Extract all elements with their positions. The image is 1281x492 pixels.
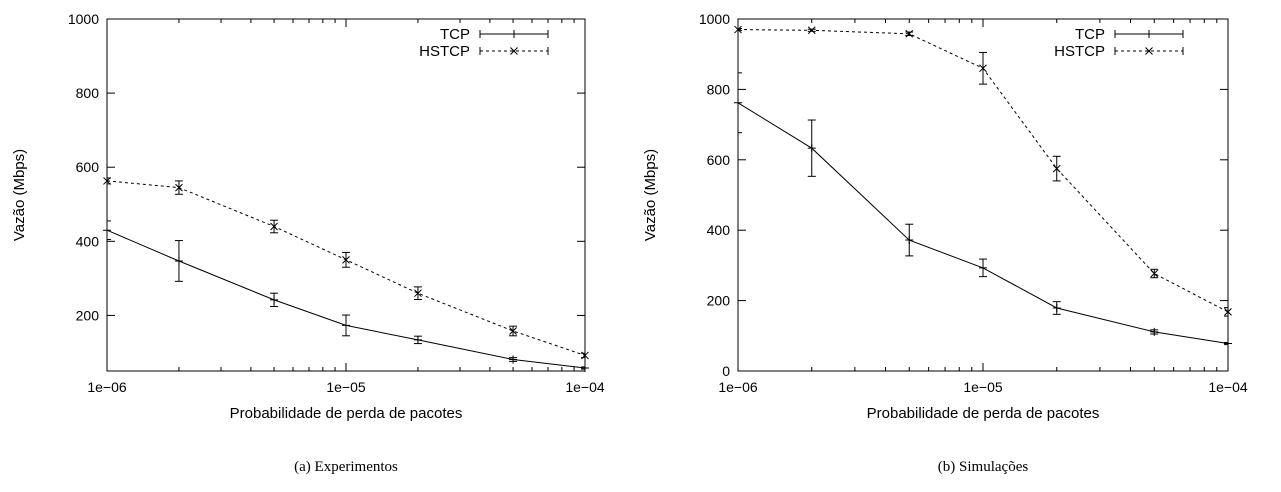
- data-point: [807, 144, 816, 153]
- series-hstcp: [103, 177, 589, 360]
- x-tick-label: 1e−04: [565, 379, 605, 395]
- x-tick-label: 1e−06: [718, 379, 758, 395]
- data-point: [103, 226, 111, 235]
- data-point: [175, 183, 183, 192]
- x-tick-label: 1e−05: [326, 379, 366, 395]
- legend-entry-hstcp: HSTCP: [1054, 43, 1184, 60]
- x-axis-label: Probabilidade de perda de pacotes: [230, 405, 463, 422]
- data-point: [413, 335, 422, 344]
- legend-label: HSTCP: [419, 43, 470, 60]
- data-point: [174, 256, 183, 265]
- legend-entry-hstcp: HSTCP: [419, 43, 549, 60]
- data-point: [734, 98, 742, 107]
- data-point: [1224, 308, 1232, 316]
- legend-label: TCP: [1075, 26, 1105, 43]
- data-point: [1150, 327, 1159, 336]
- data-point: [581, 351, 589, 360]
- data-point: [103, 177, 111, 185]
- data-point: [979, 263, 987, 272]
- y-axis-label: Vazão (Mbps): [642, 149, 659, 241]
- y-tick-label: 1000: [699, 11, 730, 27]
- data-point: [1224, 339, 1232, 348]
- y-tick-label: 1000: [68, 11, 99, 27]
- data-point: [509, 327, 517, 335]
- data-point: [905, 236, 914, 245]
- data-point: [905, 29, 914, 38]
- series-tcp: [103, 220, 589, 373]
- y-tick-label: 400: [707, 222, 731, 238]
- data-point: [270, 295, 279, 304]
- x-tick-label: 1e−04: [1208, 379, 1248, 395]
- y-tick-label: 600: [707, 152, 731, 168]
- data-point: [342, 321, 350, 330]
- data-point: [414, 289, 422, 298]
- y-tick-label: 200: [707, 293, 731, 309]
- y-tick-label: 600: [76, 159, 100, 175]
- y-tick-label: 200: [76, 307, 100, 323]
- legend-entry-tcp: TCP: [1075, 26, 1184, 43]
- y-tick-label: 800: [76, 85, 100, 101]
- series-hstcp: [734, 25, 1232, 317]
- legend-marker: [1145, 30, 1153, 38]
- chart-caption: (a) Experimentos: [294, 459, 398, 475]
- data-point: [734, 25, 742, 34]
- data-point: [581, 364, 589, 373]
- legend-entry-tcp: TCP: [440, 26, 549, 43]
- chart-caption: (b) Simulações: [938, 459, 1029, 475]
- data-point: [342, 255, 350, 264]
- x-tick-label: 1e−06: [87, 379, 127, 395]
- y-tick-label: 0: [722, 363, 730, 379]
- data-point: [979, 64, 987, 73]
- legend-marker: [510, 47, 518, 55]
- y-axis-label: Vazão (Mbps): [11, 149, 28, 241]
- data-point: [1052, 164, 1061, 173]
- series-tcp: [734, 72, 1232, 348]
- chart-panel-experimentos: 200 400 600 800 1000 1e−06 1e−05 1e−04 Probabili…: [11, 11, 605, 475]
- x-tick-label: 1e−05: [963, 379, 1003, 395]
- x-axis-label: Probabilidade de perda de pacotes: [867, 405, 1100, 422]
- legend-label: TCP: [440, 26, 470, 43]
- legend-marker: [1145, 47, 1153, 55]
- data-point: [1150, 269, 1159, 278]
- y-tick-label: 800: [707, 81, 731, 97]
- data-point: [270, 222, 278, 231]
- data-point: [807, 26, 816, 35]
- y-tick-label: 400: [76, 233, 100, 249]
- legend-marker: [510, 30, 518, 38]
- data-point: [509, 355, 518, 364]
- legend-label: HSTCP: [1054, 43, 1105, 60]
- chart-panel-simulacoes: 0 200 400 600 800 1000 1e−06 1e−05 1e−04 Probabil…: [642, 11, 1248, 475]
- data-point: [1052, 303, 1061, 312]
